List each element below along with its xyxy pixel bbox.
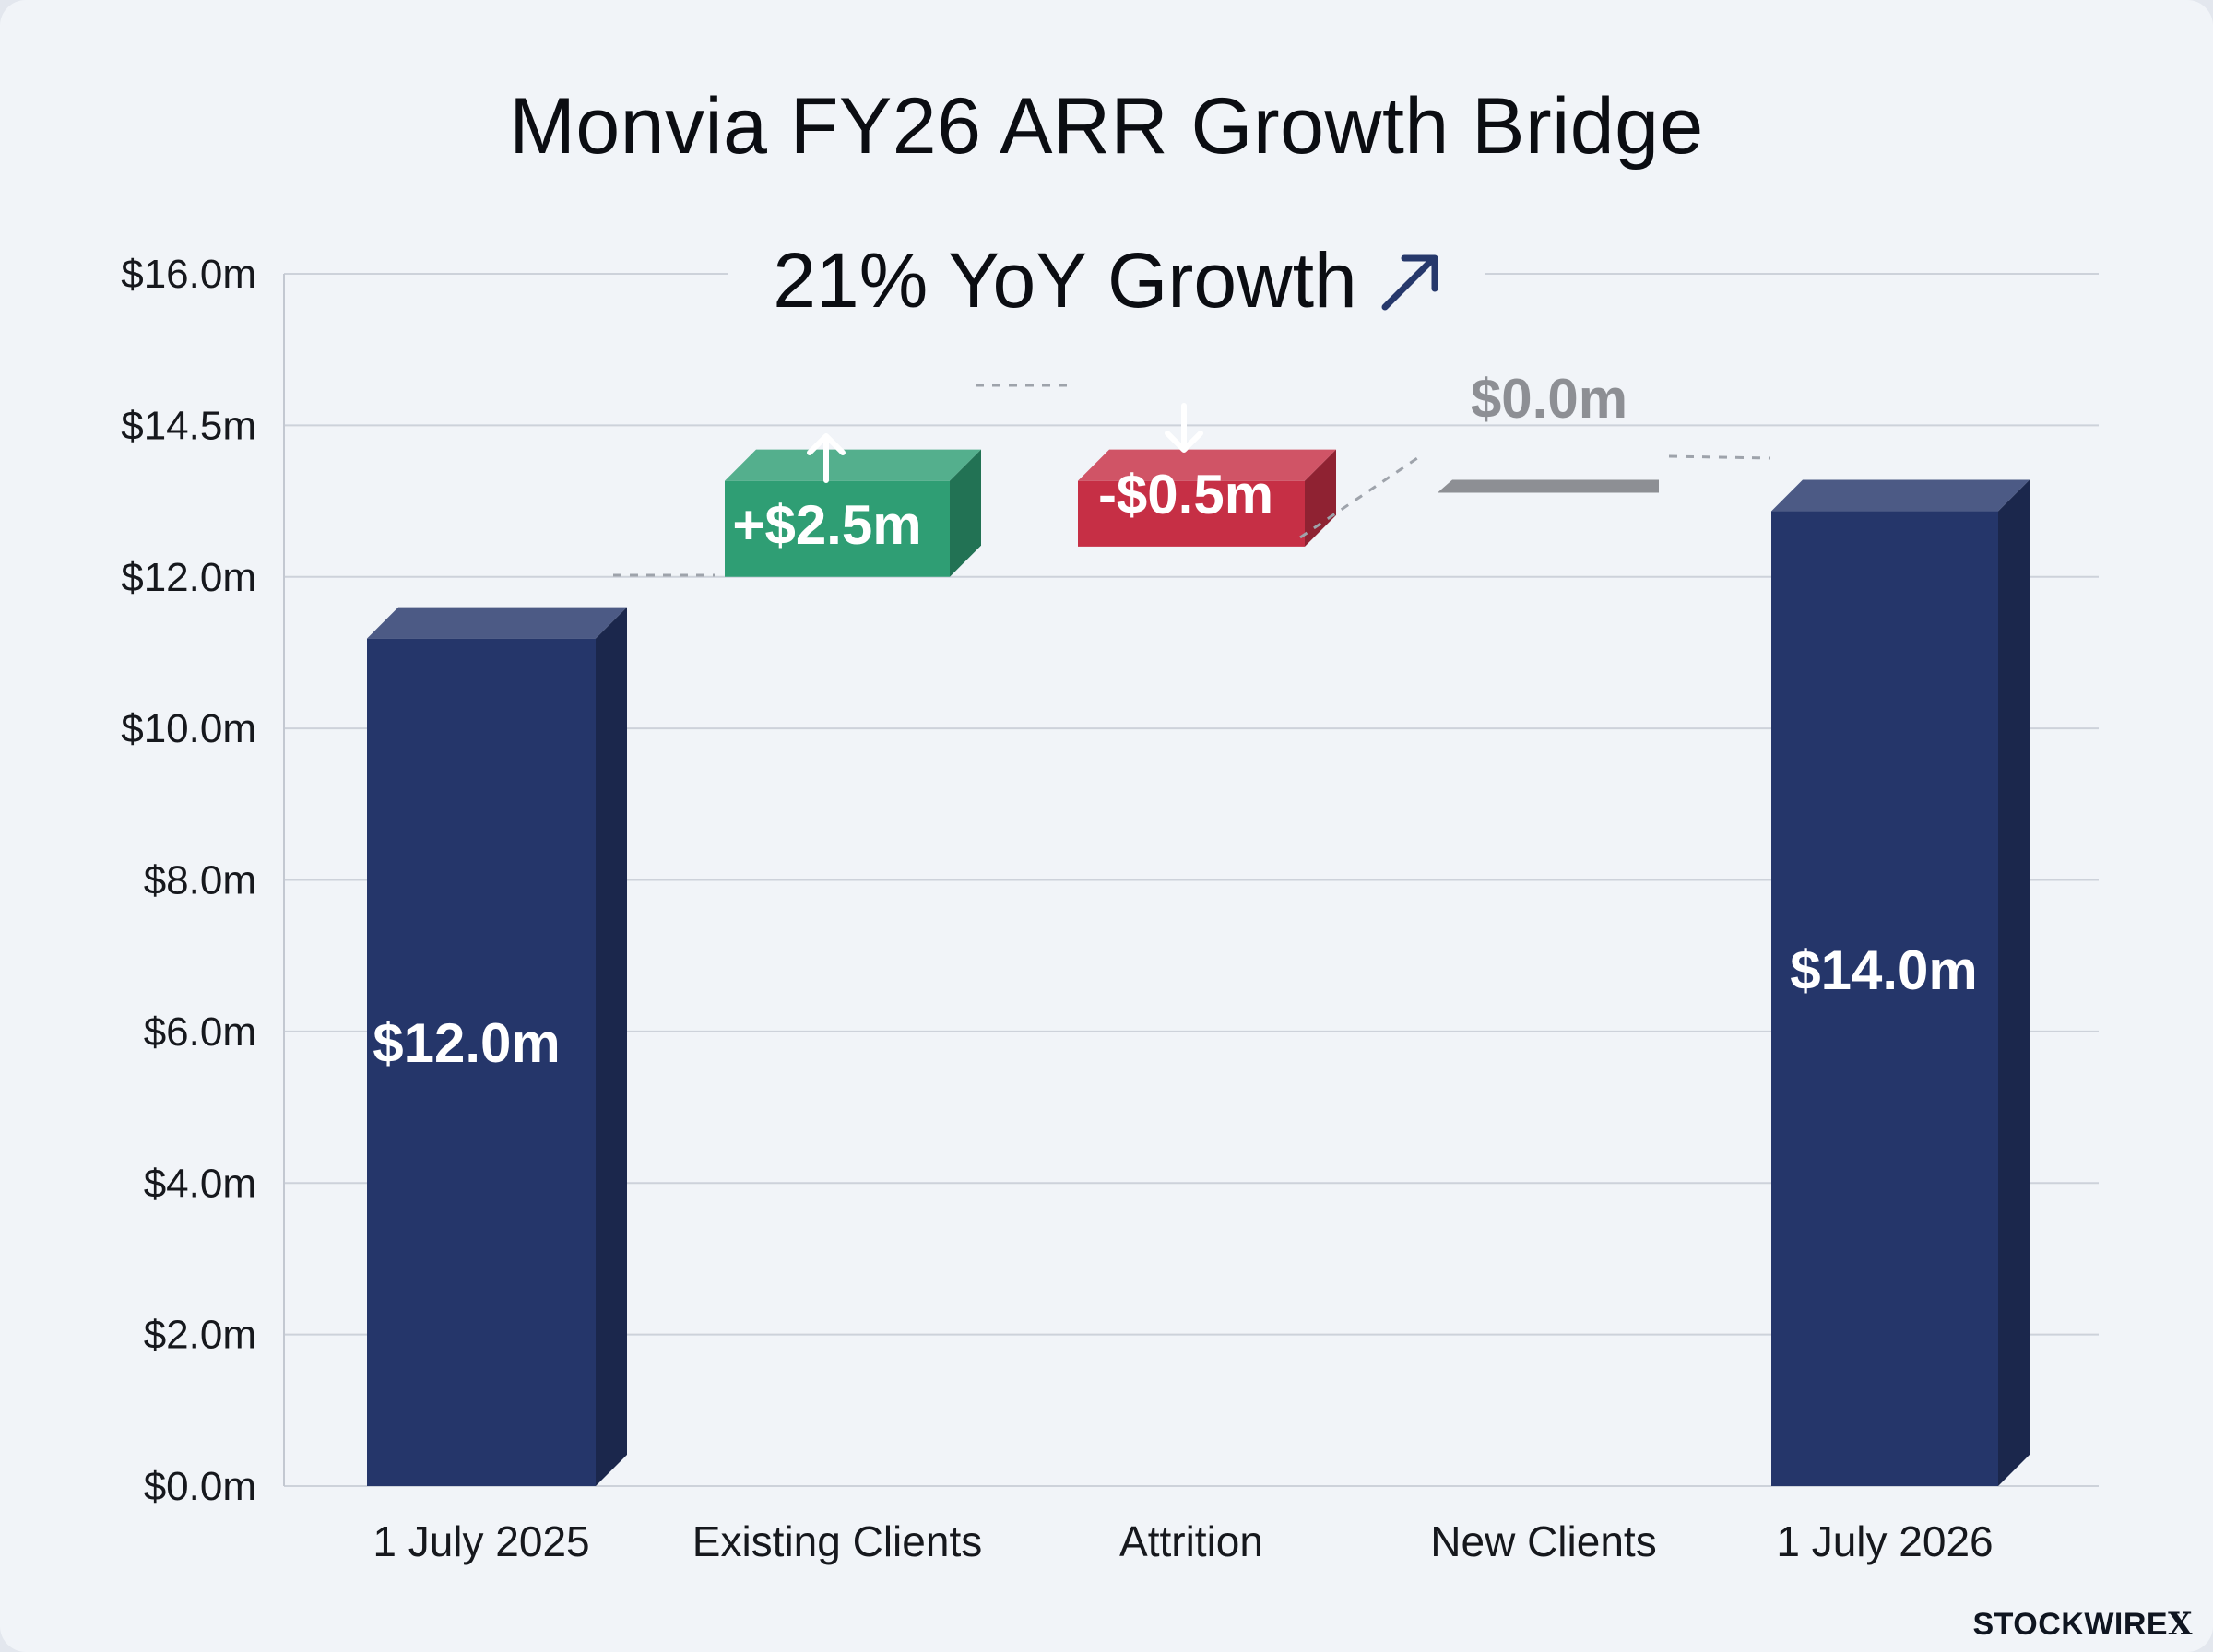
subtitle-backdrop (728, 235, 1485, 327)
brand-logo: STOCKWIREX (1972, 1606, 2193, 1643)
y-tick-label: $4.0m (144, 1161, 256, 1206)
x-tick-label: 1 July 2026 (1776, 1517, 1993, 1565)
y-tick-label: $2.0m (144, 1313, 256, 1358)
arrow-up-icon (807, 433, 846, 483)
brand-mark: X (2168, 1606, 2193, 1643)
x-tick-label: 1 July 2025 (373, 1517, 589, 1565)
y-tick-label: $14.5m (121, 403, 256, 448)
bar-value-label: $12.0m (373, 1012, 561, 1074)
y-tick-label: $10.0m (121, 706, 256, 751)
bar-value-label: $14.0m (1790, 939, 1978, 1001)
arrow-down-icon (1165, 403, 1203, 453)
x-tick-label: Existing Clients (692, 1517, 982, 1565)
connector-line (1668, 454, 1771, 460)
bar-face (1078, 480, 1305, 547)
arrow-path (1165, 403, 1203, 453)
bar-top-face (1771, 479, 2030, 512)
bar-side-face (596, 607, 627, 1486)
x-tick-label: New Clients (1430, 1517, 1656, 1565)
y-tick-label: $8.0m (144, 858, 256, 903)
arrow-path (807, 433, 846, 483)
y-tick-label: $16.0m (121, 252, 256, 297)
bar-neutral (1438, 479, 1659, 493)
y-tick-label: $6.0m (144, 1009, 256, 1055)
bar-side-face (950, 449, 981, 577)
bar-face (725, 480, 950, 577)
bar-total (1771, 479, 2030, 1486)
bar-face (1771, 511, 1998, 1486)
bar-increase (725, 449, 981, 577)
arrow-up-right-path (1381, 254, 1438, 311)
bar-total (367, 607, 627, 1486)
bar-face (1438, 479, 1659, 493)
chart-subtitle: 21% YoY Growth (773, 237, 1357, 324)
bar-top-face (367, 607, 627, 639)
x-tick-label: Attrition (1119, 1517, 1263, 1565)
bar-side-face (1305, 449, 1336, 547)
brand-name: STOCKWIRE (1972, 1607, 2169, 1642)
bar-top-face (725, 449, 981, 481)
bar-value-label: -$0.5m (1098, 464, 1273, 525)
chart-title: Monvia FY26 ARR Growth Bridge (509, 82, 1704, 171)
bar-value-label: $0.0m (1471, 368, 1627, 430)
y-tick-label: $12.0m (121, 555, 256, 600)
connector-line (1299, 454, 1421, 539)
bar-value-label: +$2.5m (732, 494, 921, 556)
bar-top-face (1078, 449, 1336, 481)
y-tick-label: $0.0m (144, 1464, 256, 1509)
bar-face (367, 638, 596, 1486)
arrow-up-right-icon (1381, 254, 1438, 311)
bar-decrease (1078, 449, 1336, 547)
bar-side-face (1998, 479, 2030, 1486)
